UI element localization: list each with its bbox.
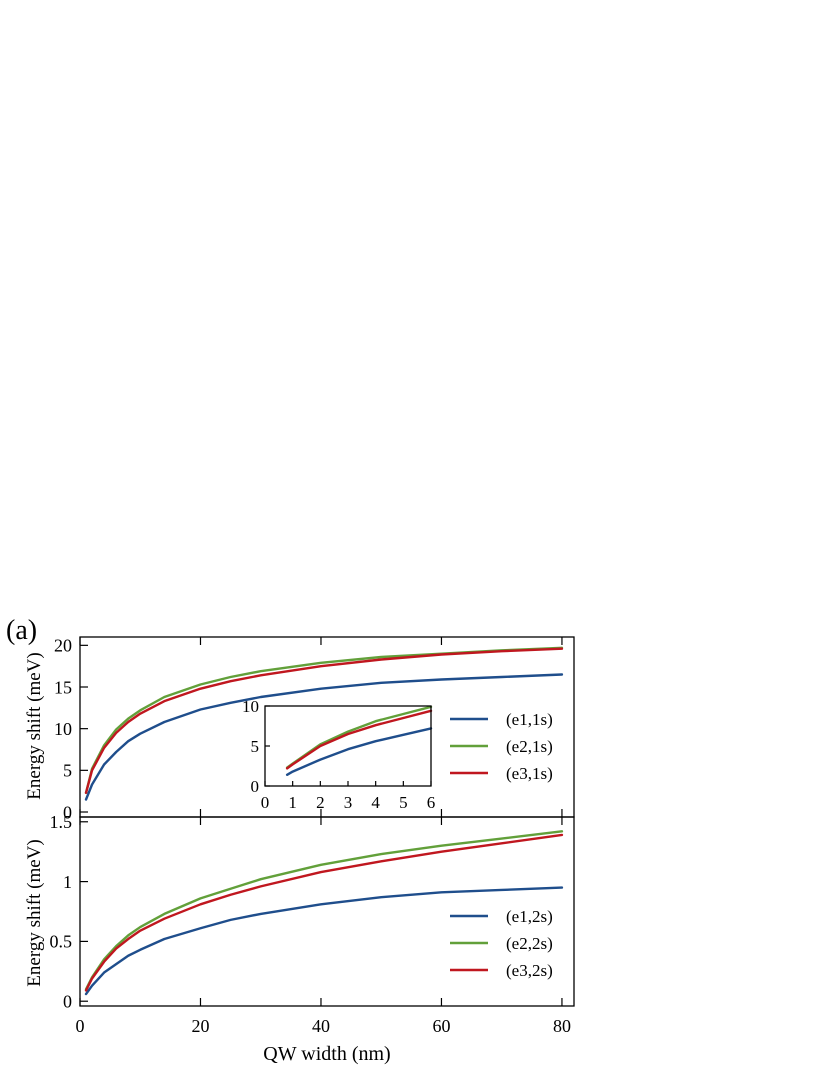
top-legend-label-2: (e2,1s) [506,737,553,756]
inset-y-tick-label: 0 [251,777,260,796]
bottom-x-tick-label: 0 [76,1016,85,1036]
top-series-line-1 [84,673,564,801]
bottom-series-line-1 [84,886,564,996]
bottom-y-tick-label: 1 [63,872,72,892]
top-y-tick-label: 20 [54,636,72,656]
bottom-ylabel: Energy shift (meV) [24,839,45,986]
bottom-x-tick-label: 60 [432,1016,450,1036]
inset-y-tick-label: 5 [251,737,260,756]
bottom-x-tick-label: 40 [312,1016,330,1036]
inset-x-tick-label: 0 [261,793,270,812]
bottom-y-tick-label: 1.5 [50,812,73,832]
inset-series-line-3 [285,709,433,770]
bottom-y-tick-label: 0.5 [50,932,73,952]
bottom-legend-label-1: (e1,2s) [506,907,553,926]
bottom-plot-frame [79,816,575,1007]
top-series [84,646,564,801]
inset-x-tick-label: 4 [371,793,380,812]
top-legend-label-3: (e3,1s) [506,764,553,783]
inset-series [285,705,433,776]
bottom-legend-label-2: (e2,2s) [506,934,553,953]
inset-x-tick-label: 6 [427,793,436,812]
top-y-tick-label: 10 [54,719,72,739]
top-legend-label-1: (e1,1s) [506,710,553,729]
top-series-line-2 [84,646,564,795]
inset-x-tick-label: 2 [316,793,325,812]
inset-x-tick-label: 3 [344,793,353,812]
bottom-legend-label-3: (e3,2s) [506,961,553,980]
inset-x-tick-label: 1 [288,793,297,812]
bottom-series-line-2 [84,830,564,991]
top-series-line-3 [84,647,564,795]
top-y-tick-label: 15 [54,677,72,697]
bottom-series [84,830,564,996]
bottom-xlabel: QW width (nm) [263,1043,390,1065]
bottom-x-tick-label: 20 [191,1016,209,1036]
bottom-series-line-3 [84,833,564,992]
bottom-x-tick-label: 80 [553,1016,571,1036]
bottom-panel: 0 20 40 60 80 0 0.5 1 1.5 Energy shift (meV) QW … [24,812,575,1065]
top-y-tick-label: 5 [63,761,72,781]
inset-y-tick-label: 10 [242,697,259,716]
inset-x-tick-label: 5 [399,793,408,812]
top-ylabel: Energy shift (meV) [24,652,45,799]
top-y-tick-label: 0 [63,802,72,822]
bottom-legend: (e1,2s) (e2,2s) (e3,2s) [450,907,553,980]
top-legend: (e1,1s) (e2,1s) (e3,1s) [450,710,553,783]
inset-series-line-1 [285,727,433,776]
bottom-y-tick-label: 0 [63,992,72,1012]
bottom-axis-ticks: 0 20 40 60 80 0 0.5 1 1.5 [50,812,571,1036]
panel-label: (a) [6,615,37,646]
